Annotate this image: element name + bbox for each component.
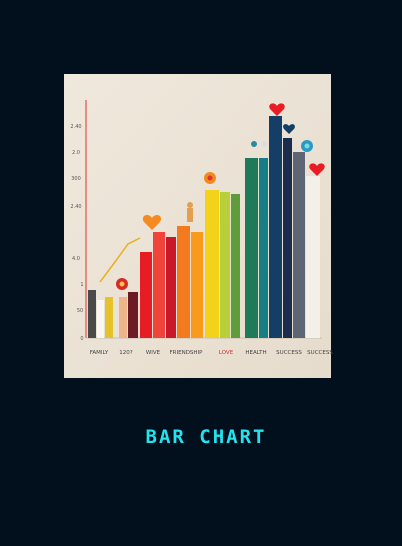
bars bbox=[88, 116, 320, 338]
x-label: LOVE bbox=[219, 350, 234, 356]
y-label: 300 bbox=[71, 176, 81, 182]
y-label: 2.40 bbox=[70, 204, 81, 210]
x-label: SUCCESS bbox=[307, 350, 333, 356]
y-label: 50 bbox=[77, 308, 83, 314]
x-label: FAMILY bbox=[90, 350, 109, 356]
x-label: WIVE bbox=[146, 350, 161, 356]
y-label: 2.0 bbox=[72, 150, 80, 156]
illustration: 2.40 2.0 300 2.40 4.0 1 50 0 FAMILY 120?… bbox=[64, 74, 333, 378]
decorations bbox=[99, 103, 325, 290]
y-label: 2.40 bbox=[70, 124, 81, 130]
y-label: 1 bbox=[80, 282, 83, 288]
x-label: 120? bbox=[119, 350, 132, 356]
y-label: 4.0 bbox=[72, 256, 80, 262]
y-label: 0 bbox=[80, 336, 83, 342]
x-label: SUCCESS bbox=[276, 350, 302, 356]
x-label: FRIENDSHIP bbox=[170, 350, 204, 356]
x-label: HEALTH bbox=[245, 350, 266, 356]
caption: BAR CHART bbox=[146, 426, 267, 448]
